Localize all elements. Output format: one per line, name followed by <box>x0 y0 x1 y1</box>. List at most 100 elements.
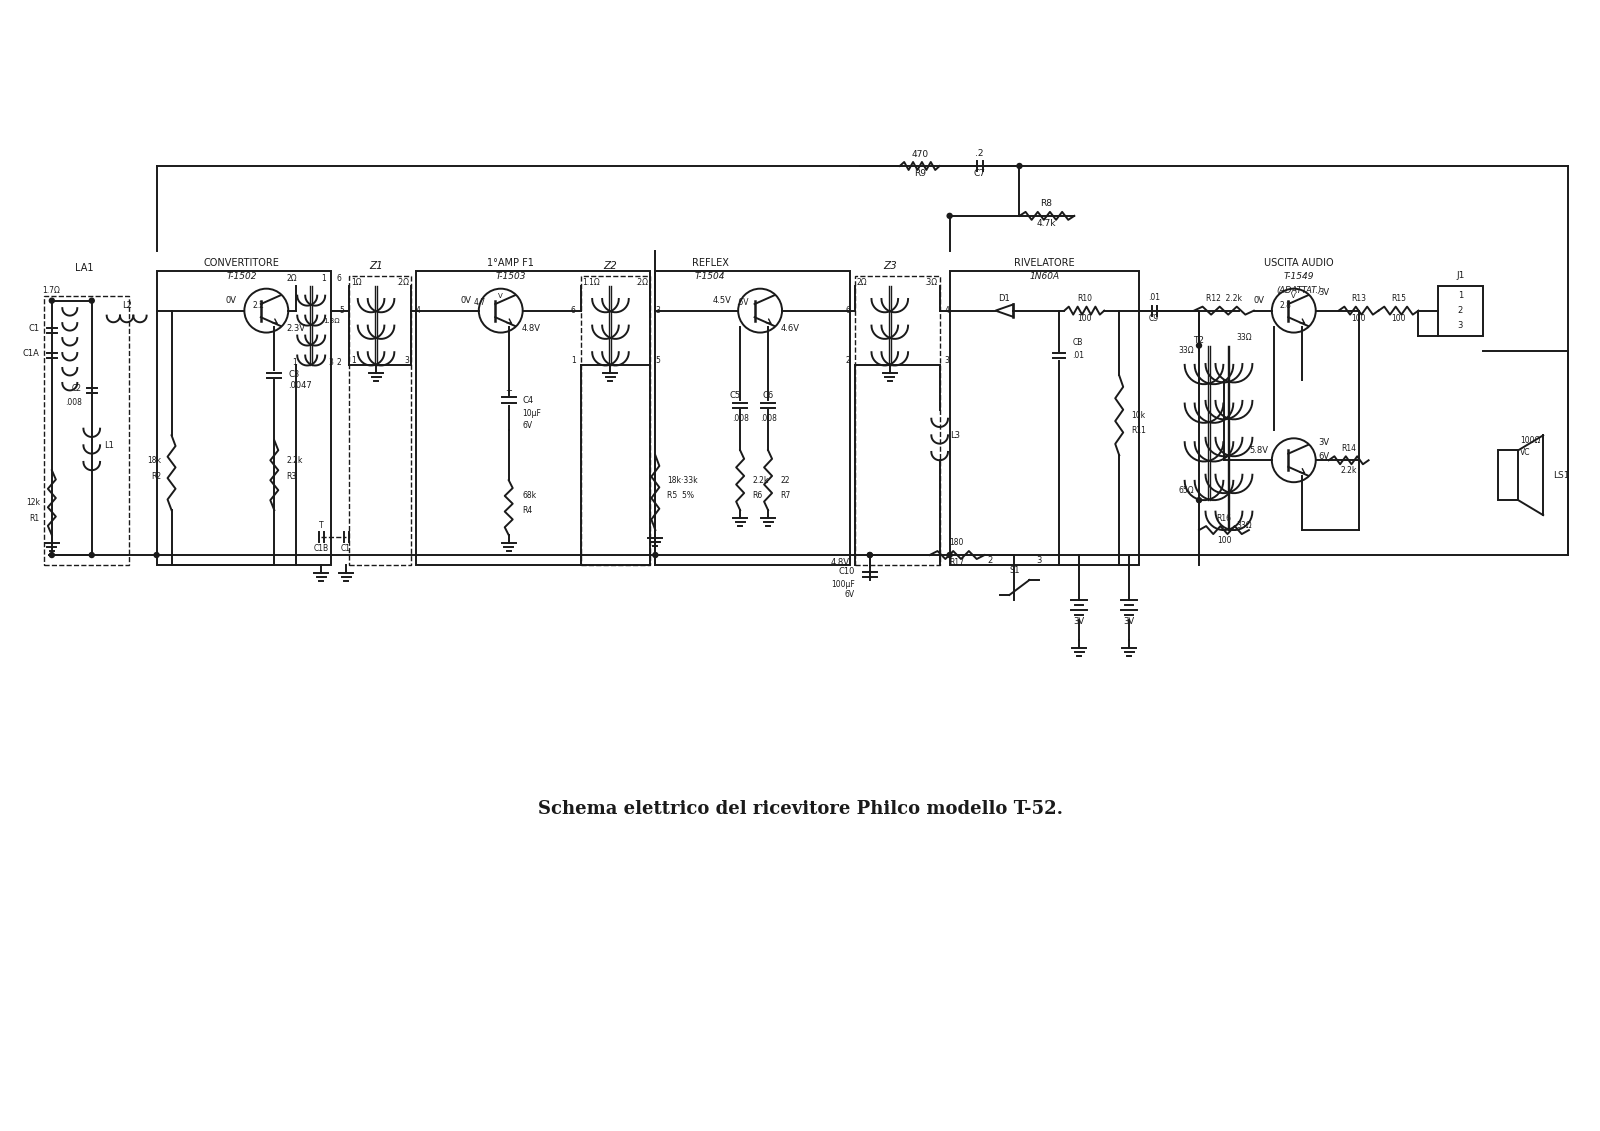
Text: 2: 2 <box>987 555 992 564</box>
Text: 10µF: 10µF <box>523 409 541 417</box>
Text: 22: 22 <box>781 476 789 485</box>
Text: T-1502: T-1502 <box>226 273 256 282</box>
Text: R10: R10 <box>1077 294 1091 303</box>
Circle shape <box>653 553 658 558</box>
Text: .0047: .0047 <box>288 381 312 390</box>
Text: C2: C2 <box>72 383 82 392</box>
Circle shape <box>947 214 952 218</box>
Text: 2.2k: 2.2k <box>286 456 302 465</box>
Text: 4: 4 <box>944 307 949 316</box>
Text: 1: 1 <box>571 356 576 365</box>
Text: .008: .008 <box>66 398 82 407</box>
Text: .01: .01 <box>1149 293 1160 302</box>
Text: R3: R3 <box>286 472 296 481</box>
Text: T-1504: T-1504 <box>694 273 725 282</box>
Text: L1: L1 <box>104 441 114 450</box>
Text: C1B: C1B <box>314 544 328 553</box>
Text: 2.2k: 2.2k <box>752 476 768 485</box>
Bar <box>1438 286 1483 336</box>
Bar <box>157 270 331 566</box>
Text: 2.2: 2.2 <box>253 301 264 310</box>
Bar <box>581 276 650 566</box>
Text: 0V: 0V <box>461 296 472 305</box>
Text: 2.2k: 2.2k <box>1341 466 1357 475</box>
Text: 1N60A: 1N60A <box>1029 273 1059 282</box>
Text: 6V: 6V <box>845 590 854 599</box>
Text: C4: C4 <box>523 396 534 405</box>
Text: Z3: Z3 <box>883 261 896 270</box>
Text: 3: 3 <box>944 356 949 365</box>
Text: RIVELATORE: RIVELATORE <box>1014 258 1075 268</box>
Text: .01: .01 <box>1072 351 1085 360</box>
Circle shape <box>1018 164 1022 169</box>
Text: 6V: 6V <box>1318 451 1330 460</box>
Text: 6: 6 <box>845 307 850 316</box>
Text: S1: S1 <box>1010 567 1019 576</box>
Text: USCITA AUDIO: USCITA AUDIO <box>1264 258 1333 268</box>
Text: C1: C1 <box>341 544 350 553</box>
Text: L2: L2 <box>122 301 131 310</box>
Text: .6V: .6V <box>736 299 749 308</box>
Text: 12k: 12k <box>26 498 40 507</box>
Text: R6: R6 <box>752 491 762 500</box>
Text: L3: L3 <box>950 431 960 440</box>
Text: 1Ω: 1Ω <box>350 278 362 287</box>
Text: 4.8V: 4.8V <box>522 325 541 334</box>
Text: 4.6V: 4.6V <box>781 325 800 334</box>
Circle shape <box>154 553 158 558</box>
Text: 100: 100 <box>1392 314 1406 323</box>
Text: R17: R17 <box>949 558 965 567</box>
Text: 3V: 3V <box>1318 288 1330 297</box>
Text: 100µF: 100µF <box>830 580 854 589</box>
Text: C1A: C1A <box>22 349 40 359</box>
Text: 2: 2 <box>1458 307 1462 316</box>
Circle shape <box>90 299 94 303</box>
Text: R15: R15 <box>1390 294 1406 303</box>
Text: (ADATTAT.): (ADATTAT.) <box>1277 286 1322 295</box>
Text: R1: R1 <box>30 513 40 523</box>
Text: CONVERTITORE: CONVERTITORE <box>203 258 280 268</box>
Text: 65Ω: 65Ω <box>1179 485 1194 494</box>
Text: 10k: 10k <box>1131 411 1146 420</box>
Text: 1°AMP F1: 1°AMP F1 <box>488 258 534 268</box>
Text: C9: C9 <box>1149 314 1158 323</box>
Text: 1: 1 <box>1458 291 1462 300</box>
Text: 1.3Ω: 1.3Ω <box>323 318 339 323</box>
Text: T2: T2 <box>1194 336 1205 345</box>
Text: .008: .008 <box>760 414 776 423</box>
Text: 3V: 3V <box>1074 618 1085 627</box>
Text: 3: 3 <box>1458 321 1462 330</box>
Text: R12  2.2k: R12 2.2k <box>1206 294 1242 303</box>
Text: 100: 100 <box>1077 314 1091 323</box>
Text: 5: 5 <box>339 307 344 316</box>
Text: 68k: 68k <box>523 491 538 500</box>
Text: 180: 180 <box>949 537 963 546</box>
Text: J1: J1 <box>1456 271 1464 280</box>
Text: D1: D1 <box>998 294 1010 303</box>
Text: 4.7: 4.7 <box>474 299 486 308</box>
Text: 18k·33k: 18k·33k <box>667 476 698 485</box>
Circle shape <box>947 553 952 558</box>
Bar <box>656 270 850 566</box>
Text: T: T <box>318 520 323 529</box>
Text: 3V: 3V <box>1123 618 1134 627</box>
Text: .008: .008 <box>731 414 749 423</box>
Text: 100: 100 <box>1216 536 1232 544</box>
Text: 5: 5 <box>656 356 661 365</box>
Text: 18k: 18k <box>147 456 162 465</box>
Text: R13: R13 <box>1350 294 1366 303</box>
Text: 3: 3 <box>656 307 661 316</box>
Text: 1.7Ω: 1.7Ω <box>42 286 59 295</box>
Text: C5: C5 <box>730 391 741 400</box>
Text: 0V: 0V <box>226 296 237 305</box>
Text: 5.8V: 5.8V <box>1250 446 1269 455</box>
Text: 470: 470 <box>910 149 928 158</box>
Text: REFLEX: REFLEX <box>691 258 728 268</box>
Text: C10: C10 <box>838 568 854 577</box>
Text: 6V: 6V <box>523 421 533 430</box>
Bar <box>854 276 939 566</box>
Text: R2: R2 <box>152 472 162 481</box>
Bar <box>416 270 650 566</box>
Text: R7: R7 <box>781 491 790 500</box>
Text: 2.3V: 2.3V <box>286 325 306 334</box>
